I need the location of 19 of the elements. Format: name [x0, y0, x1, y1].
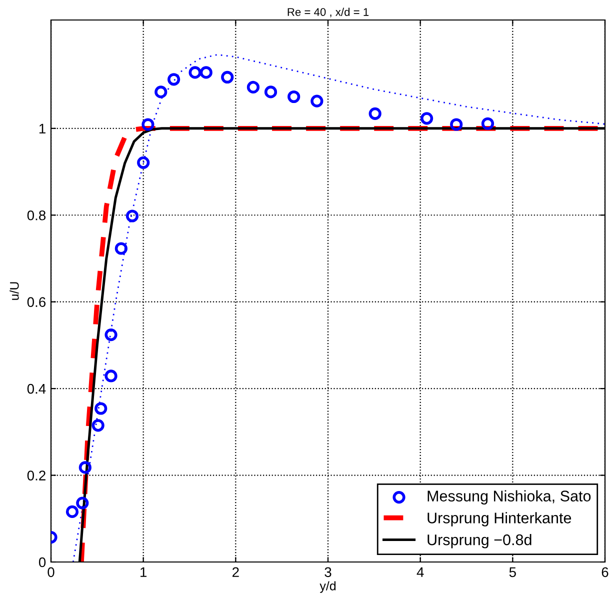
x-tick-label: 3 — [324, 567, 332, 578]
chart-title: Re = 40 , x/d = 1 — [288, 8, 369, 18]
y-tick-label: 0.6 — [27, 297, 46, 308]
x-tick-label: 5 — [509, 567, 516, 578]
y-tick-label: 0.2 — [27, 470, 46, 480]
legend-label: Ursprung −0.8d — [428, 534, 532, 548]
legend-label: Messung Nishioka, Sato — [428, 490, 591, 504]
x-tick-label: 4 — [416, 567, 424, 577]
x-tick-label: 1 — [140, 567, 147, 577]
x-tick-label: 2 — [232, 567, 239, 577]
x-tick-label: 0 — [48, 567, 54, 578]
y-tick-label: 0.8 — [27, 210, 46, 220]
x-axis-title: y/d — [320, 581, 336, 593]
y-tick-label: 0 — [38, 557, 46, 568]
y-axis-title: u/U — [10, 282, 19, 300]
y-tick-label: 0.4 — [27, 384, 46, 394]
x-tick-label: 6 — [602, 567, 608, 578]
y-tick-label: 1 — [39, 124, 46, 134]
legend-label: Ursprung Hinterkante — [428, 512, 572, 526]
